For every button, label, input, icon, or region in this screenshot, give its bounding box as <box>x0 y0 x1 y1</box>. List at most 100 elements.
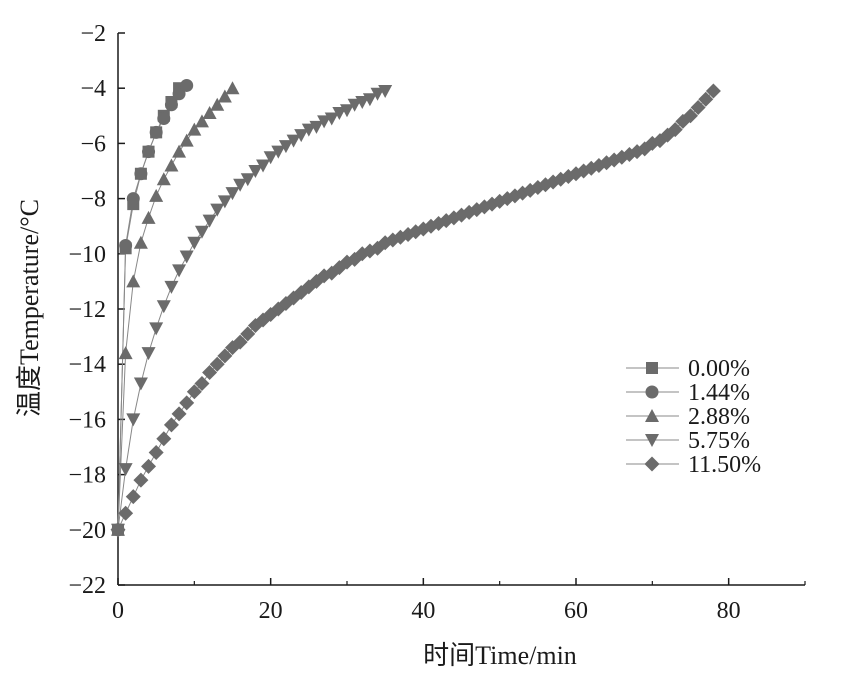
tick-marks <box>117 32 806 586</box>
legend-marker <box>645 385 659 399</box>
series-3-points <box>111 81 240 536</box>
data-point <box>301 123 316 137</box>
legend-label: 2.88% <box>688 404 750 430</box>
data-point <box>163 417 179 433</box>
x-tick-label: 0 <box>112 598 124 624</box>
y-tick-label: −2 <box>80 21 106 47</box>
data-point <box>156 300 171 314</box>
y-tick-label: −18 <box>68 463 106 489</box>
data-point <box>210 203 225 217</box>
data-point <box>118 463 133 477</box>
data-point <box>171 406 187 422</box>
data-point <box>179 395 195 411</box>
series-markers <box>110 78 721 538</box>
data-point <box>225 187 240 201</box>
data-point <box>202 364 218 380</box>
data-point <box>217 348 233 364</box>
legend-marker <box>646 362 658 374</box>
data-point <box>179 250 194 264</box>
data-point <box>148 445 164 461</box>
y-tick-label: −6 <box>80 131 106 157</box>
data-point <box>347 98 362 112</box>
y-tick-label: −4 <box>80 76 106 102</box>
data-point <box>126 192 140 206</box>
data-point <box>141 210 156 224</box>
data-point <box>110 522 126 538</box>
data-point <box>180 78 194 92</box>
data-point <box>240 326 256 342</box>
data-point <box>217 195 232 209</box>
data-point <box>187 122 202 136</box>
data-point <box>286 134 301 148</box>
data-point <box>683 108 698 124</box>
data-point <box>209 356 225 372</box>
data-point <box>157 112 171 126</box>
data-point <box>149 322 164 336</box>
data-point <box>156 172 171 186</box>
data-point <box>126 413 141 427</box>
data-point <box>690 100 706 116</box>
data-point <box>225 81 240 95</box>
data-point <box>660 127 676 143</box>
data-point <box>233 178 248 192</box>
data-point <box>194 376 210 392</box>
x-axis-title: 时间Time/min <box>423 641 577 670</box>
series-5-points <box>110 83 721 538</box>
data-point <box>339 254 355 270</box>
data-point <box>240 173 255 187</box>
data-point <box>149 188 164 202</box>
data-point <box>118 505 134 521</box>
data-point <box>141 347 156 361</box>
data-point <box>141 458 157 474</box>
data-point <box>309 120 324 134</box>
data-point <box>125 489 141 505</box>
data-point <box>248 165 263 178</box>
data-point <box>194 114 209 128</box>
data-point <box>667 122 683 138</box>
x-tick-label: 20 <box>259 598 283 624</box>
y-tick-label: −10 <box>68 242 106 268</box>
legend-item: 0.00% <box>626 356 750 382</box>
data-point <box>133 235 148 249</box>
data-point <box>156 431 172 447</box>
data-point <box>263 151 278 165</box>
data-point <box>202 214 217 228</box>
data-point <box>164 98 178 112</box>
data-point <box>179 133 194 147</box>
data-point <box>278 140 293 154</box>
x-tick-label: 80 <box>717 598 741 624</box>
legend-label: 5.75% <box>688 428 750 454</box>
legend-item: 1.44% <box>626 380 750 406</box>
data-point <box>149 125 163 139</box>
legend-marker <box>645 409 659 422</box>
data-point <box>217 89 232 103</box>
data-point <box>378 84 393 98</box>
data-point <box>362 93 377 107</box>
data-point <box>142 145 156 159</box>
legend-label: 0.00% <box>688 356 750 382</box>
data-point <box>202 106 217 120</box>
data-point <box>118 346 133 360</box>
data-point <box>370 87 385 101</box>
data-point <box>126 274 141 288</box>
data-point <box>294 129 309 143</box>
y-tick-label: −20 <box>68 518 106 544</box>
data-point <box>705 83 721 99</box>
legend-item: 2.88% <box>626 404 750 430</box>
data-point <box>164 158 179 172</box>
legend-marker <box>644 456 660 472</box>
data-point <box>164 280 179 294</box>
data-point <box>271 145 286 159</box>
data-point <box>133 472 149 488</box>
data-point <box>210 97 225 111</box>
legend-marker <box>645 434 659 447</box>
x-tick-label: 60 <box>564 598 588 624</box>
data-point <box>172 264 187 278</box>
tick-labels: 0 20 40 60 80 −22 −20 −18 −16 −14 −12 −10 −8 −6 −4 −2 <box>68 21 740 624</box>
data-point <box>187 236 202 250</box>
data-point <box>232 334 248 350</box>
data-point <box>134 167 148 181</box>
data-point <box>324 112 339 126</box>
series-4-points <box>111 84 393 537</box>
data-point <box>194 225 209 239</box>
